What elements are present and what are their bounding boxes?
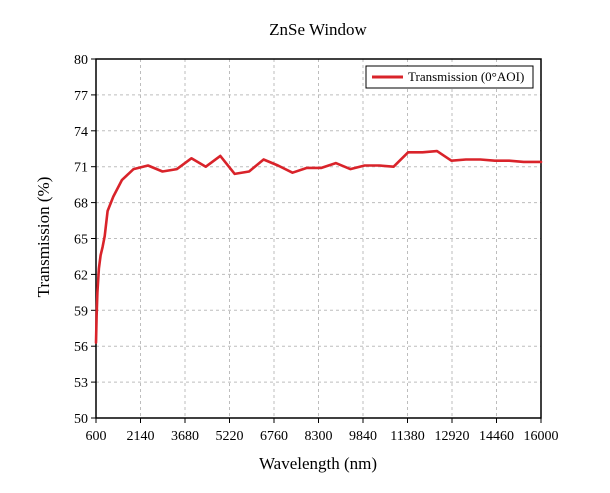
y-tick-label: 80: [74, 53, 88, 68]
series-layer: [94, 149, 543, 344]
chart-title: ZnSe Window: [269, 20, 367, 39]
y-tick-label: 62: [74, 268, 88, 283]
x-tick-label: 9840: [349, 429, 377, 444]
x-tick-label: 2140: [127, 429, 155, 444]
y-tick-label: 74: [74, 125, 88, 140]
y-tick-label: 68: [74, 197, 88, 212]
x-tick-label: 14460: [479, 429, 514, 444]
x-tick-label: 12920: [435, 429, 470, 444]
y-tick-label: 65: [74, 233, 88, 248]
series-line-transmission: [94, 149, 543, 344]
axis-ticks: 600 2140 3680 5220 6760 8300 9840 11380 12920 144…: [74, 53, 559, 444]
y-tick-label: 59: [74, 304, 88, 319]
x-tick-label: 3680: [171, 429, 199, 444]
legend-box: [365, 65, 534, 89]
y-tick-label: 53: [74, 376, 88, 391]
y-tick-label: 71: [74, 161, 88, 176]
y-tick-label: 56: [74, 340, 88, 355]
x-tick-label: 600: [86, 429, 107, 444]
x-tick-label: 16000: [524, 429, 559, 444]
x-tick-label: 6760: [260, 429, 288, 444]
legend-label: Transmission (0°AOI): [408, 69, 524, 84]
x-tick-label: 11380: [390, 429, 424, 444]
y-tick-label: 50: [74, 412, 88, 427]
x-axis-title: Wavelength (nm): [259, 454, 377, 473]
y-tick-label: 77: [74, 89, 88, 104]
grid-lines: [96, 59, 541, 418]
x-tick-label: 8300: [305, 429, 333, 444]
y-axis-title: Transmission (%): [34, 177, 53, 298]
x-tick-label: 5220: [216, 429, 244, 444]
legend: Transmission (0°AOI): [365, 65, 534, 89]
